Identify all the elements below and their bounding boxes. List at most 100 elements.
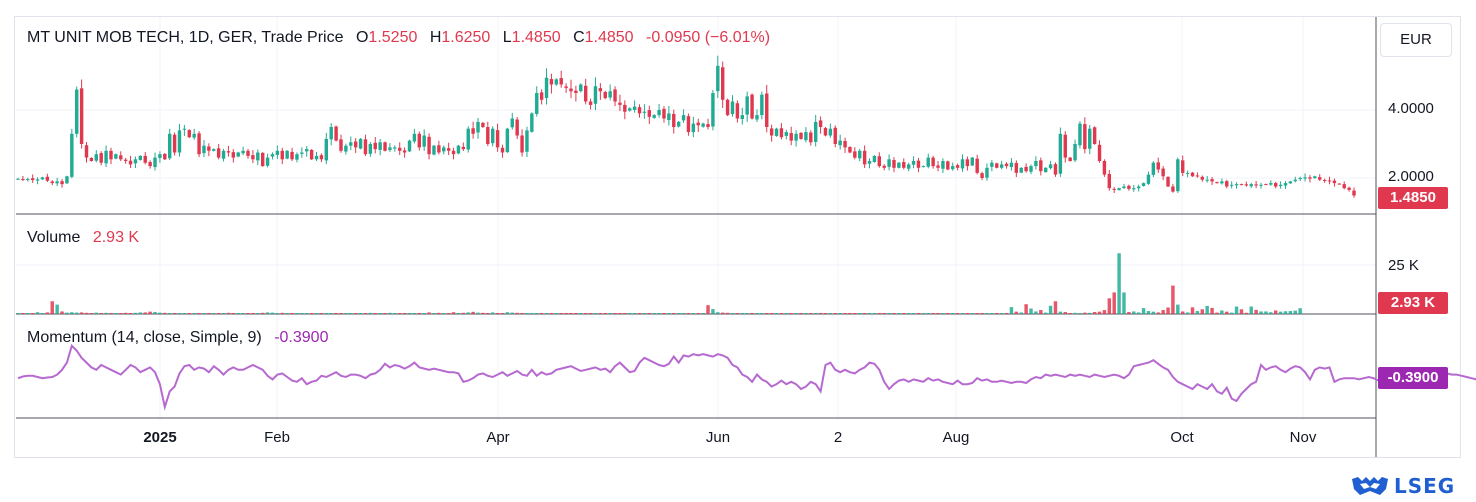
volume-bar	[1269, 312, 1273, 314]
candle-body	[398, 147, 402, 151]
candle-body	[598, 88, 603, 92]
volume-bar	[843, 313, 847, 314]
candle-body	[35, 179, 40, 181]
volume-bar	[642, 313, 647, 314]
volume-bar	[784, 313, 789, 314]
volume-bar	[16, 313, 20, 314]
volume-bar	[583, 313, 588, 314]
candle-body	[730, 101, 735, 115]
candle-body	[1269, 183, 1273, 185]
volume-bar	[446, 313, 451, 314]
volume-bar	[926, 313, 930, 314]
candle-body	[353, 141, 358, 148]
volume-bar	[618, 313, 622, 314]
volume-bar	[260, 312, 265, 314]
volume-bar	[1034, 311, 1038, 314]
candle-body	[1308, 177, 1312, 179]
candle-body	[1092, 127, 1097, 144]
volume-bar	[1249, 306, 1253, 314]
volume-bar	[1053, 301, 1058, 314]
volume-bar	[319, 313, 324, 314]
volume-bar	[765, 313, 769, 314]
candle-body	[300, 152, 304, 154]
volume-bar	[207, 313, 211, 314]
candle-body	[652, 115, 656, 118]
candle-body	[50, 181, 54, 184]
candle-body	[109, 150, 113, 160]
candle-body	[1019, 167, 1023, 173]
candle-body	[290, 151, 294, 160]
candle-body	[197, 133, 201, 155]
volume-bar	[1014, 311, 1019, 314]
candle-body	[833, 127, 837, 144]
currency-button[interactable]: EUR	[1380, 23, 1452, 57]
candle-body	[804, 132, 808, 141]
candle-body	[40, 177, 45, 180]
volume-bar	[60, 311, 64, 314]
candle-body	[1288, 181, 1293, 184]
x-tick-oct: Oct	[1170, 429, 1194, 446]
volume-bar	[265, 312, 270, 314]
volume-bar	[535, 313, 539, 314]
volume-bar	[305, 313, 309, 314]
volume-bar	[1259, 311, 1263, 314]
volume-bar	[1278, 311, 1283, 314]
volume-bar	[202, 313, 206, 314]
momentum-value: -0.3900	[274, 329, 329, 346]
candle-body	[1259, 184, 1263, 186]
candle-body	[647, 110, 652, 117]
momentum-line	[17, 343, 1476, 411]
volume-bar	[539, 313, 544, 314]
volume-bar	[921, 313, 926, 314]
volume-bar	[398, 313, 402, 314]
volume-bar	[99, 313, 103, 314]
candle-body	[995, 163, 999, 168]
volume-bar	[1102, 310, 1107, 314]
candle-body	[637, 107, 642, 114]
volume-bar	[197, 313, 201, 314]
lseg-logo-text: LSEG	[1394, 474, 1456, 498]
volume-bar	[1058, 311, 1063, 314]
volume-bar	[295, 313, 299, 314]
candle-body	[985, 167, 989, 178]
candle-body	[486, 127, 490, 144]
candle-body	[510, 118, 514, 128]
volume-bar	[769, 313, 774, 314]
candle-body	[813, 121, 818, 142]
volume-bar	[349, 313, 353, 314]
candle-body	[30, 178, 35, 181]
candle-body	[407, 140, 412, 152]
candle-body	[1229, 184, 1234, 186]
volume-bar	[114, 313, 118, 314]
candle-body	[45, 176, 50, 181]
volume-bar	[510, 312, 514, 314]
candle-body	[182, 128, 187, 130]
volume-bar	[1107, 298, 1112, 314]
volume-bar	[177, 313, 182, 314]
candle-body	[114, 154, 118, 159]
candle-body	[760, 94, 764, 116]
volume-bar	[838, 313, 842, 314]
candle-body	[26, 179, 30, 181]
volume-bar	[706, 305, 710, 314]
volume-bar	[662, 313, 666, 314]
candle-body	[1112, 188, 1116, 190]
candle-body	[216, 148, 221, 158]
volume-bar	[1068, 313, 1072, 314]
candle-body	[1234, 184, 1239, 186]
volume-bar	[755, 313, 759, 314]
volume-bar	[216, 313, 221, 314]
candle-body	[75, 89, 79, 134]
volume-bar	[1073, 312, 1077, 314]
volume-bar	[1215, 312, 1219, 314]
volume-bar	[995, 313, 999, 314]
volume-bar	[75, 312, 79, 314]
lseg-logo[interactable]: LSEG	[1350, 474, 1455, 498]
candle-body	[1117, 188, 1121, 191]
candle-body	[427, 136, 431, 155]
candle-body	[926, 157, 930, 167]
candle-body	[1151, 162, 1156, 175]
volume-bar	[45, 312, 50, 314]
volume-bar	[725, 312, 730, 314]
